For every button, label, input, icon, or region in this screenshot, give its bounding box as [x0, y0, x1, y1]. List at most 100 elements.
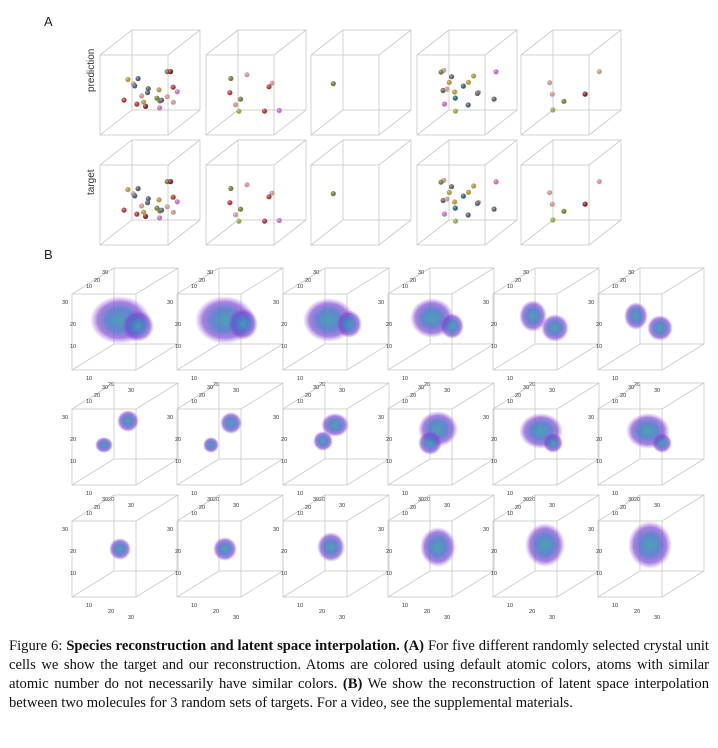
axis-tick-label: 10 [596, 571, 602, 577]
axis-tick-label: 10 [297, 511, 303, 517]
axis-tick-label: 10 [70, 459, 76, 465]
unit-cell-box [205, 29, 307, 136]
axis-tick-label: 20 [596, 549, 602, 555]
axis-tick-label: 20 [386, 437, 392, 443]
density-blob [220, 412, 242, 434]
axis-tick-label: 30 [167, 527, 173, 533]
axis-tick-label: 20 [410, 278, 416, 284]
caption-title: Species reconstruction and latent space … [66, 638, 400, 654]
axis-tick-label: 10 [191, 399, 197, 405]
axis-tick-label: 10 [612, 376, 618, 382]
axis-tick-label: 30 [62, 527, 68, 533]
axis-tick-label: 10 [596, 344, 602, 350]
density-blob [647, 315, 673, 341]
axis-tick-label: 30 [588, 415, 594, 421]
axis-tick-label: 20 [410, 393, 416, 399]
axis-tick-label: 30 [128, 388, 134, 394]
axis-tick-label: 30 [588, 527, 594, 533]
axis-tick-label: 30 [549, 615, 555, 621]
axis-tick-label: 30 [128, 615, 134, 621]
unit-cell-box [99, 29, 201, 136]
axis-tick-label: 30 [233, 388, 239, 394]
caption-text-b: We show the reconstruction of latent spa… [9, 676, 709, 711]
axis-tick-label: 20 [281, 322, 287, 328]
axis-tick-label: 30 [444, 503, 450, 509]
axis-tick-label: 10 [507, 284, 513, 290]
axis-tick-label: 10 [281, 459, 287, 465]
density-blob [317, 532, 345, 562]
axis-tick-label: 30 [483, 415, 489, 421]
axis-tick-label: 30 [273, 527, 279, 533]
axis-tick-label: 20 [213, 497, 219, 503]
axis-tick-label: 20 [319, 497, 325, 503]
axis-tick-label: 10 [191, 491, 197, 497]
axis-tick-label: 20 [529, 609, 535, 615]
density-blob [321, 413, 349, 437]
axis-tick-label: 20 [620, 505, 626, 511]
axis-tick-label: 30 [654, 503, 660, 509]
caption-marker-b: (B) [342, 676, 363, 692]
axis-tick-label: 30 [444, 388, 450, 394]
axis-tick-label: 30 [628, 497, 634, 503]
axis-tick-label: 30 [273, 415, 279, 421]
axis-tick-label: 20 [108, 497, 114, 503]
axis-tick-label: 30 [128, 503, 134, 509]
axis-tick-label: 20 [94, 505, 100, 511]
axis-tick-label: 10 [507, 603, 513, 609]
density-blob [519, 300, 547, 332]
axis-tick-label: 10 [386, 344, 392, 350]
axis-tick-label: 30 [483, 527, 489, 533]
axis-tick-label: 10 [386, 571, 392, 577]
axis-tick-label: 20 [620, 393, 626, 399]
axis-tick-label: 30 [378, 527, 384, 533]
figure-caption: Figure 6: Species reconstruction and lat… [9, 637, 709, 713]
axis-tick-label: 30 [654, 388, 660, 394]
axis-tick-label: 10 [191, 284, 197, 290]
axis-tick-label: 10 [297, 603, 303, 609]
axis-tick-label: 30 [233, 615, 239, 621]
axis-tick-label: 10 [507, 511, 513, 517]
axis-tick-label: 10 [386, 459, 392, 465]
axis-tick-label: 20 [491, 549, 497, 555]
axis-tick-label: 30 [549, 503, 555, 509]
unit-cell-box [205, 139, 307, 246]
density-blob [109, 538, 131, 560]
axis-tick-label: 20 [424, 497, 430, 503]
panel-b-label: B [44, 247, 53, 262]
axis-tick-label: 20 [634, 497, 640, 503]
axis-tick-label: 10 [491, 344, 497, 350]
axis-tick-label: 30 [273, 300, 279, 306]
axis-tick-label: 30 [207, 270, 213, 276]
axis-tick-label: 10 [175, 459, 181, 465]
axis-tick-label: 10 [86, 399, 92, 405]
density-blob [336, 310, 362, 338]
axis-tick-label: 10 [297, 491, 303, 497]
axis-tick-label: 30 [313, 385, 319, 391]
density-blob [418, 431, 442, 455]
axis-tick-label: 10 [175, 571, 181, 577]
axis-tick-label: 30 [628, 385, 634, 391]
axis-tick-label: 10 [612, 491, 618, 497]
axis-tick-label: 30 [102, 497, 108, 503]
axis-tick-label: 10 [191, 511, 197, 517]
axis-tick-label: 30 [62, 415, 68, 421]
axis-tick-label: 10 [281, 571, 287, 577]
density-blob [313, 431, 333, 451]
axis-tick-label: 10 [596, 459, 602, 465]
axis-tick-label: 30 [313, 270, 319, 276]
axis-tick-label: 20 [305, 393, 311, 399]
axis-tick-label: 10 [297, 399, 303, 405]
caption-marker-a: (A) [403, 638, 425, 654]
axis-tick-label: 30 [339, 615, 345, 621]
axis-tick-label: 20 [94, 393, 100, 399]
density-blob [628, 521, 672, 569]
axis-tick-label: 20 [94, 278, 100, 284]
